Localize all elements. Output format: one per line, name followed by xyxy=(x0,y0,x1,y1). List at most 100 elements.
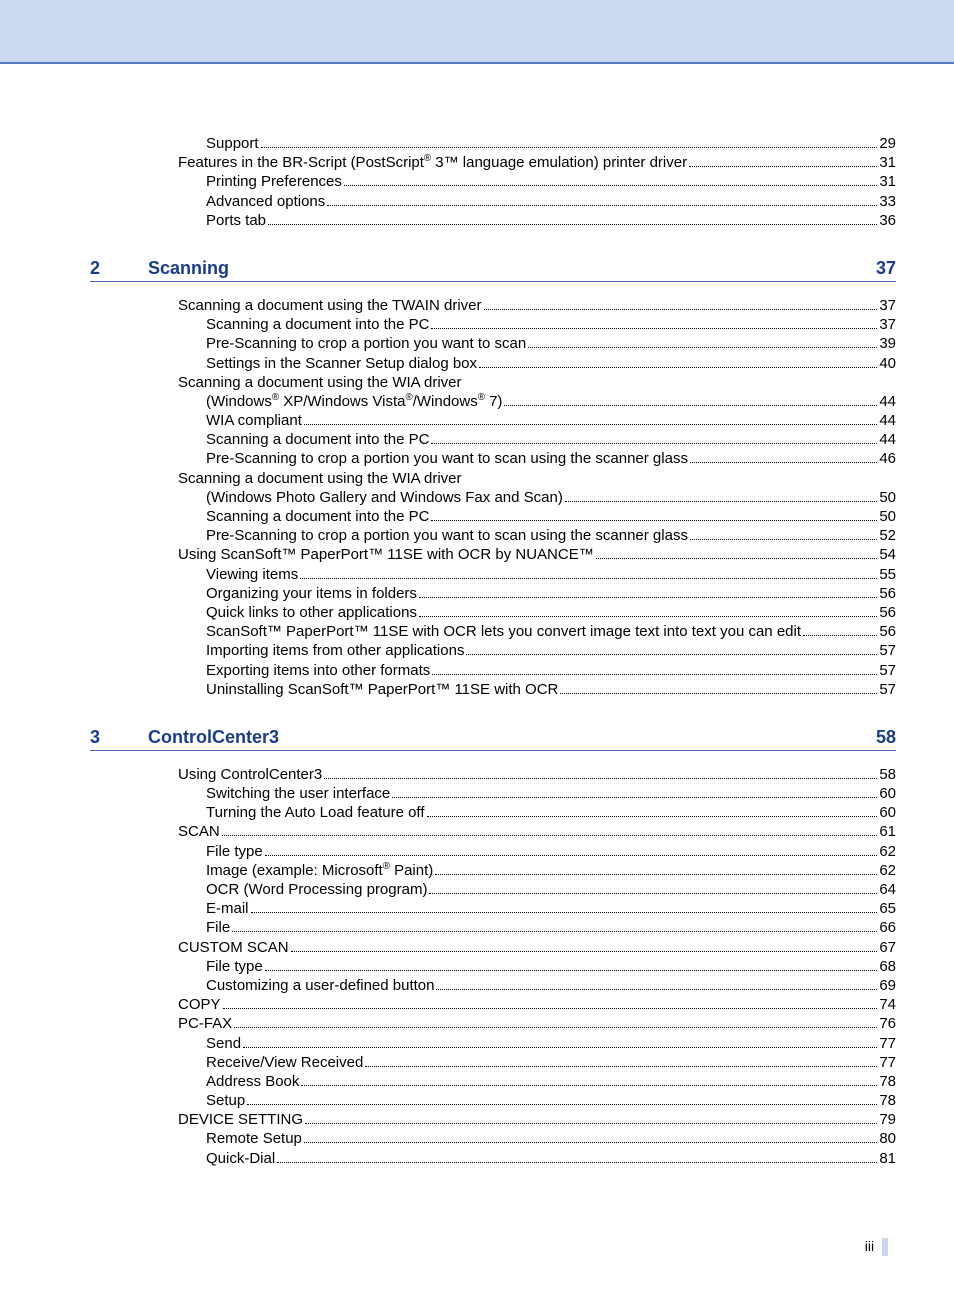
toc-leader-dots xyxy=(431,431,877,444)
toc-entry-page: 67 xyxy=(879,938,896,957)
toc-entry[interactable]: Support29 xyxy=(90,134,896,153)
toc-entry[interactable]: Image (example: Microsoft® Paint)62 xyxy=(90,861,896,880)
toc-entry-title: Quick links to other applications xyxy=(206,603,417,622)
chapter-header[interactable]: 2Scanning37 xyxy=(90,258,896,282)
toc-entry-title: Pre-Scanning to crop a portion you want … xyxy=(206,334,526,353)
toc-entry[interactable]: Advanced options33 xyxy=(90,192,896,211)
toc-entry[interactable]: WIA compliant44 xyxy=(90,411,896,430)
toc-entry-title: Quick-Dial xyxy=(206,1149,275,1168)
toc-entry[interactable]: (Windows Photo Gallery and Windows Fax a… xyxy=(90,488,896,507)
toc-leader-dots xyxy=(291,938,878,951)
toc-entry-heading: Scanning a document using the WIA driver xyxy=(90,373,896,392)
toc-entry[interactable]: Scanning a document using the TWAIN driv… xyxy=(90,296,896,315)
toc-entry-page: 78 xyxy=(879,1072,896,1091)
toc-leader-dots xyxy=(435,862,877,875)
toc-entry[interactable]: DEVICE SETTING79 xyxy=(90,1110,896,1129)
toc-entry-page: 81 xyxy=(879,1149,896,1168)
toc-leader-dots xyxy=(251,900,878,913)
toc-leader-dots xyxy=(560,680,877,693)
header-bar xyxy=(0,0,954,64)
toc-entry[interactable]: Remote Setup80 xyxy=(90,1129,896,1148)
toc-entry[interactable]: File type68 xyxy=(90,957,896,976)
toc-entry[interactable]: (Windows® XP/Windows Vista®/Windows® 7)4… xyxy=(90,392,896,411)
toc-entry-page: 76 xyxy=(879,1014,896,1033)
toc-entry[interactable]: Scanning a document into the PC44 xyxy=(90,430,896,449)
page-number: iii xyxy=(865,1238,874,1254)
toc-entry-page: 60 xyxy=(879,803,896,822)
toc-entry[interactable]: Send77 xyxy=(90,1034,896,1053)
toc-entry[interactable]: Exporting items into other formats57 xyxy=(90,661,896,680)
toc-entry-page: 31 xyxy=(879,172,896,191)
toc-leader-dots xyxy=(504,393,877,406)
toc-leader-dots xyxy=(690,527,877,540)
toc-entry-title: Receive/View Received xyxy=(206,1053,363,1072)
toc-entry-page: 74 xyxy=(879,995,896,1014)
toc-entry-title: Pre-Scanning to crop a portion you want … xyxy=(206,449,688,468)
toc-entry-page: 78 xyxy=(879,1091,896,1110)
toc-entry[interactable]: Uninstalling ScanSoft™ PaperPort™ 11SE w… xyxy=(90,680,896,699)
toc-entry[interactable]: Using ControlCenter358 xyxy=(90,765,896,784)
toc-entry[interactable]: Pre-Scanning to crop a portion you want … xyxy=(90,334,896,353)
toc-entry-title: WIA compliant xyxy=(206,411,302,430)
toc-entry[interactable]: PC-FAX76 xyxy=(90,1014,896,1033)
toc-leader-dots xyxy=(304,1130,877,1143)
toc-entry[interactable]: Viewing items55 xyxy=(90,565,896,584)
toc-entry-title: Pre-Scanning to crop a portion you want … xyxy=(206,526,688,545)
toc-entry-title: Switching the user interface xyxy=(206,784,390,803)
toc-entry[interactable]: Scanning a document into the PC37 xyxy=(90,315,896,334)
toc-entry-page: 52 xyxy=(879,526,896,545)
toc-entry[interactable]: Features in the BR-Script (PostScript® 3… xyxy=(90,153,896,172)
toc-entry[interactable]: File66 xyxy=(90,918,896,937)
toc-leader-dots xyxy=(466,642,877,655)
toc-entry-page: 56 xyxy=(879,603,896,622)
toc-entry[interactable]: File type62 xyxy=(90,842,896,861)
toc-entry[interactable]: Setup78 xyxy=(90,1091,896,1110)
chapter-title: ControlCenter3 xyxy=(148,727,876,748)
toc-entry-title: COPY xyxy=(178,995,221,1014)
toc-entry[interactable]: Printing Preferences31 xyxy=(90,172,896,191)
toc-leader-dots xyxy=(301,1073,877,1086)
toc-leader-dots xyxy=(432,661,877,674)
toc-entry-page: 57 xyxy=(879,661,896,680)
toc-entry[interactable]: Turning the Auto Load feature off60 xyxy=(90,803,896,822)
toc-leader-dots xyxy=(243,1034,877,1047)
toc-entry[interactable]: OCR (Word Processing program)64 xyxy=(90,880,896,899)
toc-entry[interactable]: Scanning a document into the PC50 xyxy=(90,507,896,526)
toc-entry[interactable]: Switching the user interface60 xyxy=(90,784,896,803)
chapter-header[interactable]: 3ControlCenter358 xyxy=(90,727,896,751)
toc-entry[interactable]: Importing items from other applications5… xyxy=(90,641,896,660)
toc-entry[interactable]: Customizing a user-defined button69 xyxy=(90,976,896,995)
toc-entry-page: 44 xyxy=(879,392,896,411)
toc-entry-title: Viewing items xyxy=(206,565,298,584)
toc-entry-title: Customizing a user-defined button xyxy=(206,976,434,995)
toc-leader-dots xyxy=(265,842,878,855)
toc-leader-dots xyxy=(427,804,878,817)
toc-leader-dots xyxy=(232,919,877,932)
toc-entry[interactable]: COPY 74 xyxy=(90,995,896,1014)
toc-entry[interactable]: SCAN61 xyxy=(90,822,896,841)
toc-entry-title: Send xyxy=(206,1034,241,1053)
toc-entry[interactable]: CUSTOM SCAN 67 xyxy=(90,938,896,957)
chapter-block: 3ControlCenter358Using ControlCenter358S… xyxy=(90,727,896,1168)
toc-leader-dots xyxy=(689,154,877,167)
toc-entry[interactable]: Address Book78 xyxy=(90,1072,896,1091)
toc-entry[interactable]: E-mail65 xyxy=(90,899,896,918)
toc-entry[interactable]: Pre-Scanning to crop a portion you want … xyxy=(90,526,896,545)
toc-entry[interactable]: Receive/View Received77 xyxy=(90,1053,896,1072)
toc-entry-title: Uninstalling ScanSoft™ PaperPort™ 11SE w… xyxy=(206,680,558,699)
toc-entry[interactable]: Organizing your items in folders56 xyxy=(90,584,896,603)
toc-leader-dots xyxy=(431,316,877,329)
toc-leader-dots xyxy=(234,1015,877,1028)
toc-leader-dots xyxy=(261,135,878,148)
toc-leader-dots xyxy=(324,766,877,779)
toc-entry-title: OCR (Word Processing program) xyxy=(206,880,427,899)
toc-leader-dots xyxy=(392,785,877,798)
toc-entry[interactable]: Quick links to other applications 56 xyxy=(90,603,896,622)
toc-entry[interactable]: ScanSoft™ PaperPort™ 11SE with OCR lets … xyxy=(90,622,896,641)
toc-entry[interactable]: Ports tab 36 xyxy=(90,211,896,230)
toc-entry[interactable]: Using ScanSoft™ PaperPort™ 11SE with OCR… xyxy=(90,545,896,564)
toc-entry[interactable]: Quick-Dial 81 xyxy=(90,1149,896,1168)
toc-entry-title: Support xyxy=(206,134,259,153)
toc-entry[interactable]: Pre-Scanning to crop a portion you want … xyxy=(90,449,896,468)
toc-entry[interactable]: Settings in the Scanner Setup dialog box… xyxy=(90,354,896,373)
